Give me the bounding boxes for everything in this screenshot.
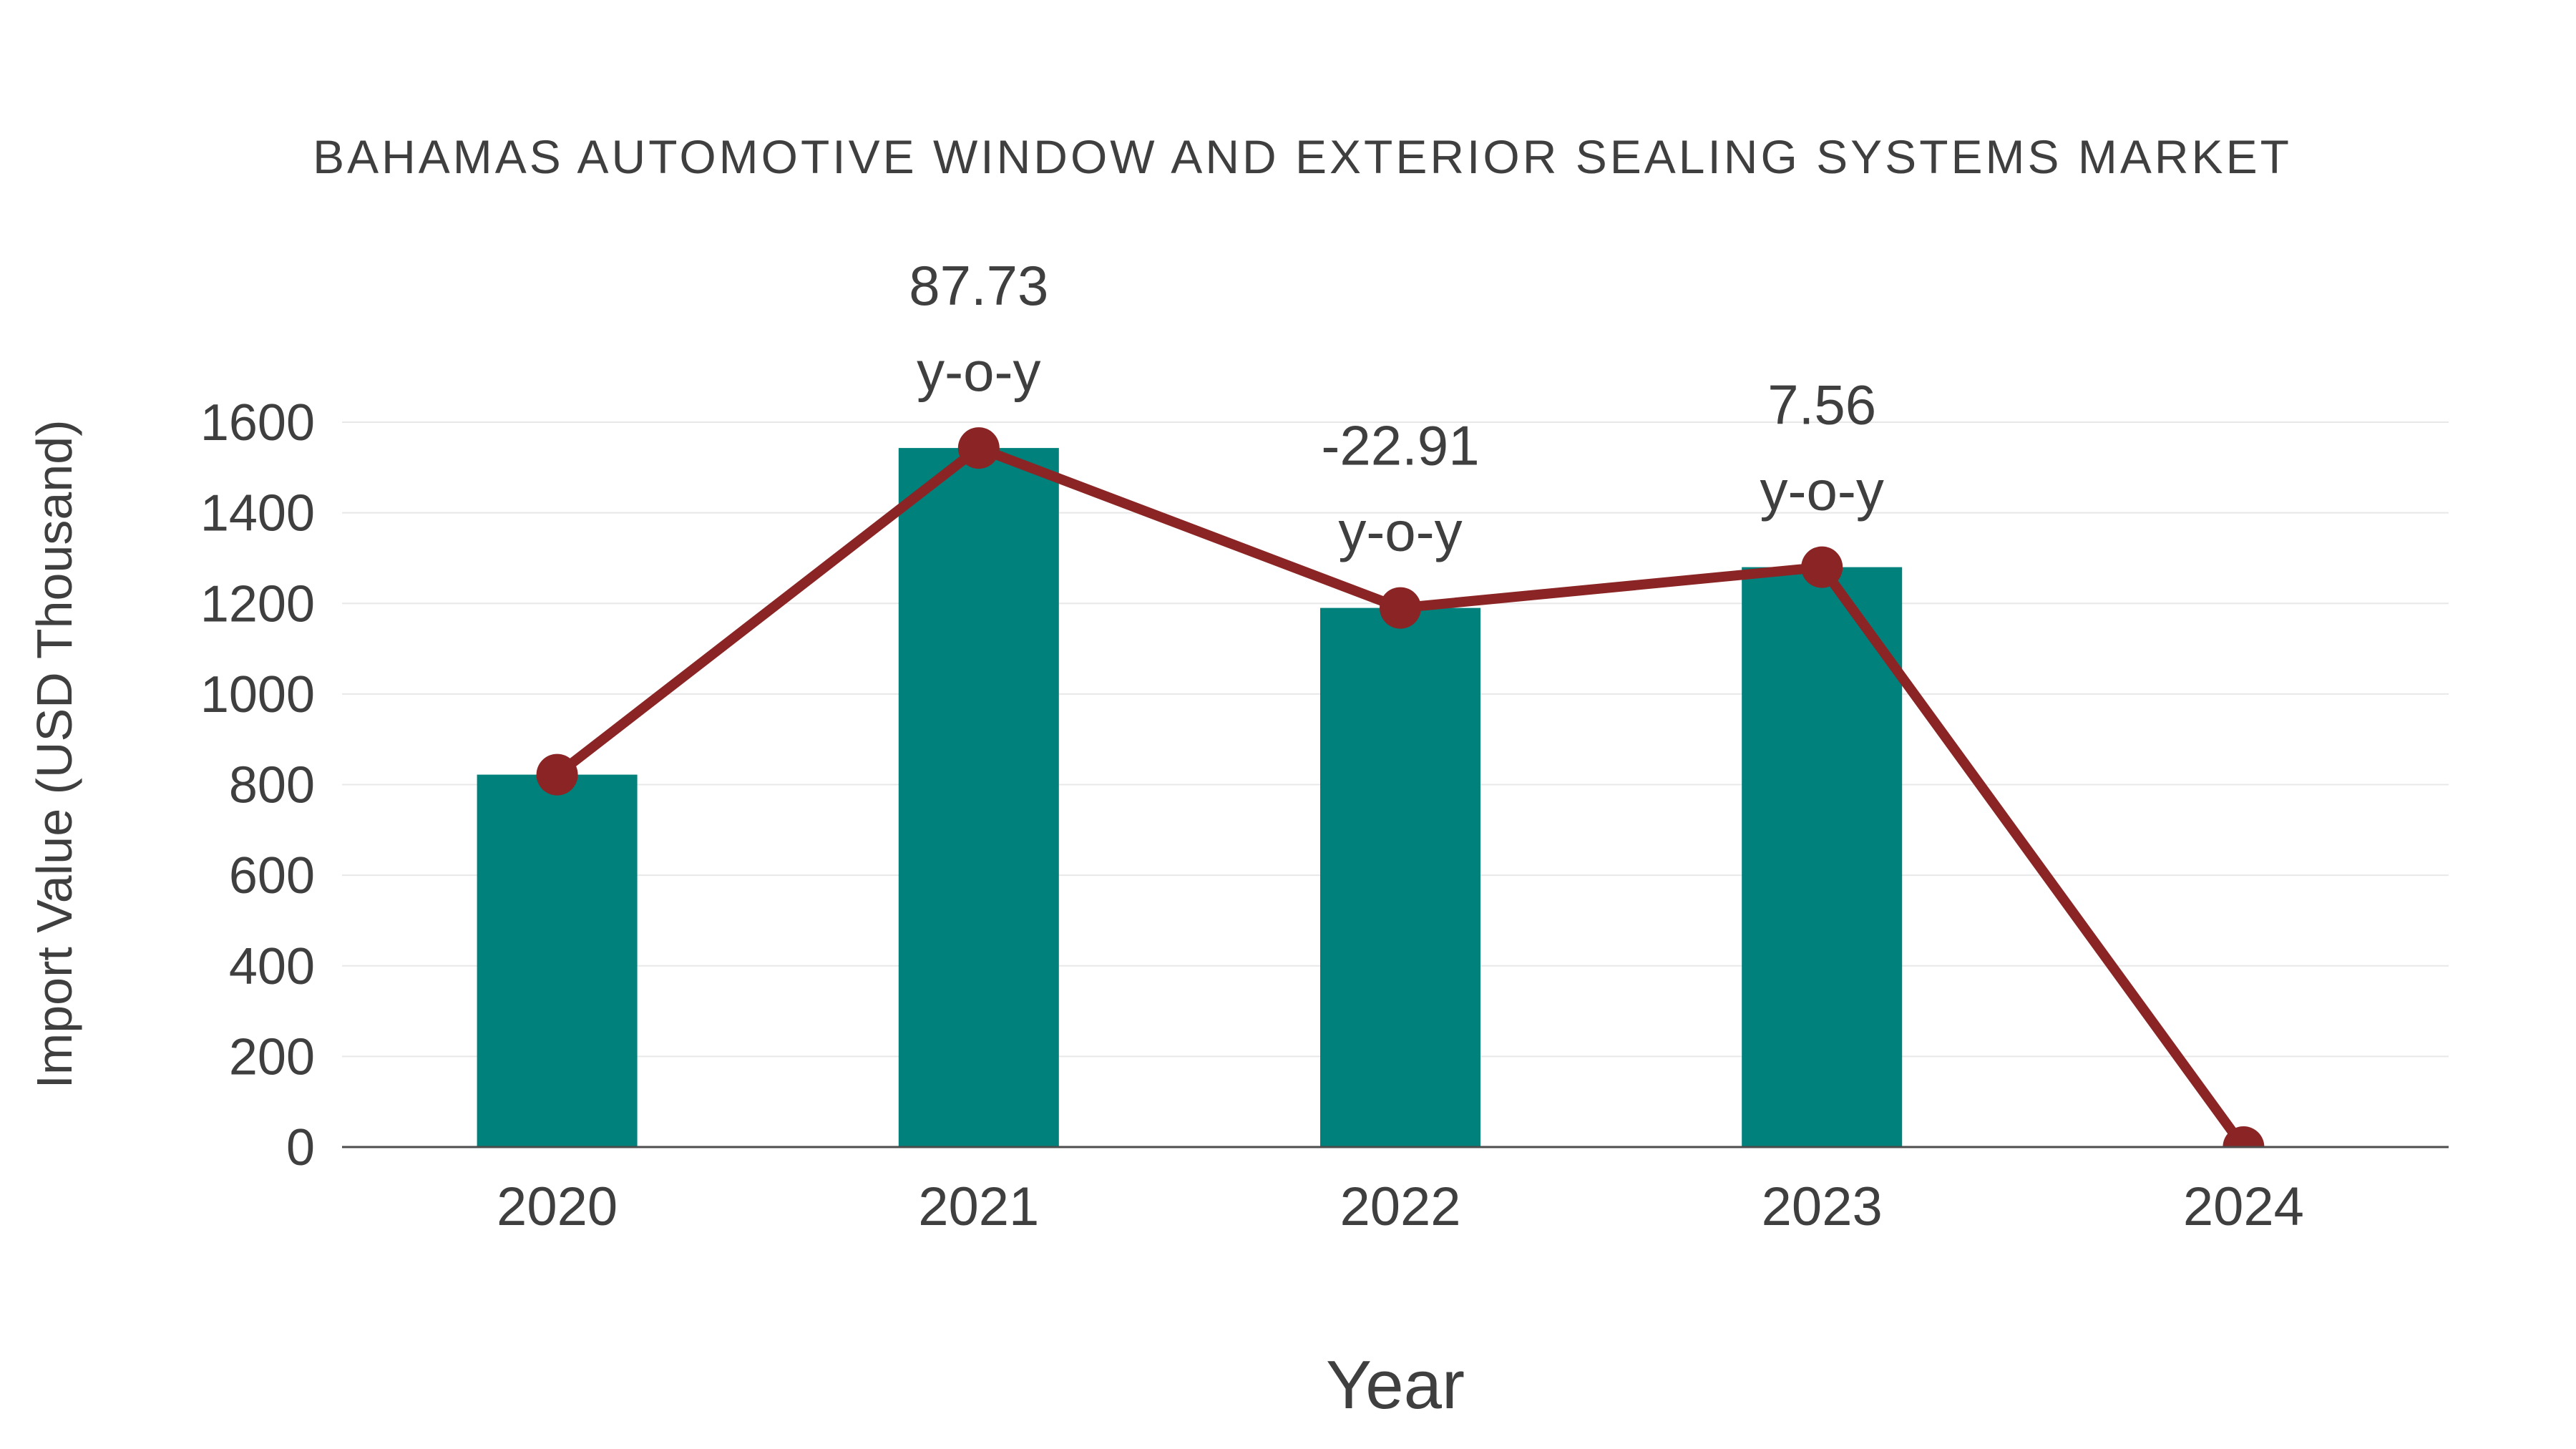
x-tick-label: 2024	[2183, 1176, 2304, 1237]
y-tick-label: 1600	[200, 394, 315, 452]
line-marker	[1380, 587, 1421, 629]
y-tick-label: 0	[286, 1119, 315, 1176]
bar	[898, 448, 1059, 1147]
line-marker	[957, 427, 1000, 469]
annotation-yoy-label: y-o-y	[917, 340, 1040, 403]
annotation-yoy-label: y-o-y	[1760, 459, 1884, 522]
annotation-value: -22.91	[1321, 414, 1479, 477]
bar	[477, 774, 638, 1147]
bar	[1742, 567, 1903, 1147]
y-tick-labels: 0 200 400 600 800 1000 1200 1400 1600	[200, 394, 315, 1176]
bar	[1320, 608, 1480, 1147]
y-tick-label: 1000	[200, 666, 315, 723]
x-tick-label: 2021	[918, 1176, 1039, 1237]
x-tick-label: 2020	[497, 1176, 618, 1237]
y-tick-label: 200	[229, 1028, 315, 1085]
line-marker	[1801, 546, 1843, 588]
bars	[477, 448, 1903, 1147]
line-marker	[2223, 1126, 2265, 1146]
x-axis-title: Year	[1326, 1347, 1465, 1423]
x-tick-label: 2022	[1340, 1176, 1460, 1237]
annotation-value: 87.73	[909, 254, 1048, 317]
y-tick-label: 1200	[200, 575, 315, 633]
y-tick-label: 800	[229, 757, 315, 814]
trend-line	[536, 427, 2265, 1146]
x-tick-labels: 2020 2021 2022 2023 2024	[497, 1176, 2304, 1237]
y-axis-title: Import Value (USD Thousand)	[26, 419, 82, 1088]
annotations: 87.73 y-o-y -22.91 y-o-y 7.56 y-o-y	[909, 254, 1884, 562]
x-tick-label: 2023	[1762, 1176, 1883, 1237]
y-tick-label: 400	[229, 938, 315, 995]
y-tick-label: 600	[229, 847, 315, 904]
annotation-value: 7.56	[1767, 374, 1876, 436]
chart-title: BAHAMAS AUTOMOTIVE WINDOW AND EXTERIOR S…	[313, 130, 2292, 183]
annotation-yoy-label: y-o-y	[1338, 500, 1462, 563]
line-marker	[536, 753, 578, 796]
y-tick-label: 1400	[200, 485, 315, 542]
